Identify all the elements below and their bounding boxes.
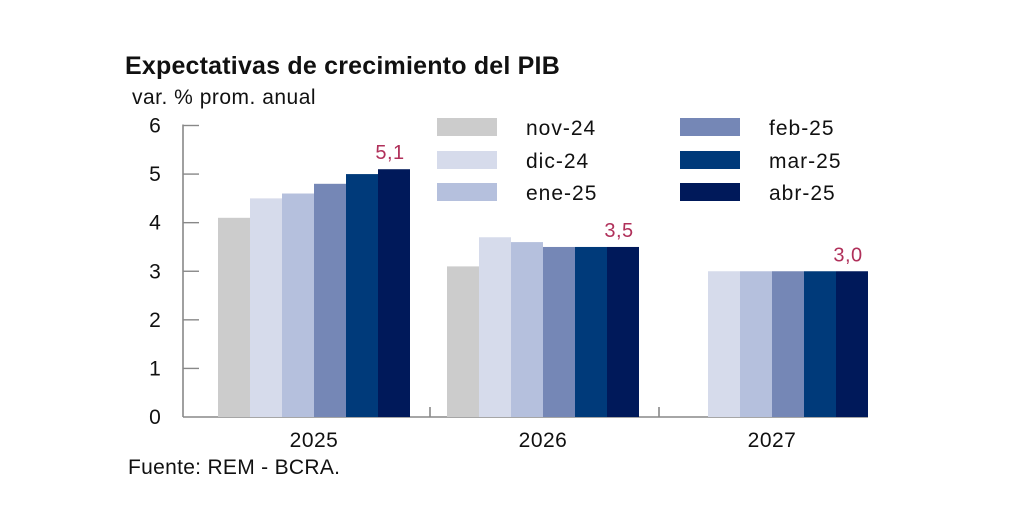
chart-title: Expectativas de crecimiento del PIB [125, 52, 560, 80]
legend-label: abr-25 [769, 182, 836, 205]
y-tick-label: 0 [149, 406, 161, 429]
x-tick-label: 2025 [290, 429, 339, 452]
bar-dic-24-2027 [708, 271, 740, 417]
bar-mar-25-2027 [804, 271, 836, 417]
legend-swatch-nov-24 [437, 118, 497, 136]
chart-subtitle: var. % prom. anual [132, 86, 317, 109]
bar-feb-25-2025 [314, 183, 346, 417]
legend-label: nov-24 [526, 117, 596, 140]
bar-dic-24-2025 [250, 198, 282, 417]
legend-label: mar-25 [769, 150, 842, 173]
legend-swatch-feb-25 [680, 118, 740, 136]
bar-nov-24-2025 [218, 217, 250, 417]
legend-swatch-ene-25 [437, 183, 497, 201]
bar-mar-25-2026 [575, 246, 607, 417]
x-tick-label: 2026 [519, 429, 568, 452]
y-tick-label: 3 [149, 260, 161, 283]
bar-mar-25-2025 [346, 174, 378, 417]
chart-source: Fuente: REM - BCRA. [128, 456, 341, 479]
legend-label: dic-24 [526, 150, 589, 173]
legend-label: feb-25 [769, 117, 835, 140]
bar-feb-25-2026 [543, 246, 575, 417]
legend-swatch-abr-25 [680, 183, 740, 201]
bar-abr-25-2027 [836, 271, 868, 417]
x-tick-label: 2027 [748, 429, 797, 452]
data-label: 5,1 [375, 142, 404, 164]
y-tick-label: 6 [149, 115, 161, 138]
bar-abr-25-2025 [378, 169, 410, 417]
bar-ene-25-2026 [511, 242, 543, 417]
data-label: 3,0 [833, 244, 862, 266]
y-tick-label: 5 [149, 163, 161, 186]
legend-swatch-dic-24 [437, 151, 497, 169]
data-label: 3,5 [604, 220, 633, 242]
bar-ene-25-2025 [282, 193, 314, 417]
bar-abr-25-2026 [607, 246, 639, 417]
bar-ene-25-2027 [740, 271, 772, 417]
legend-label: ene-25 [526, 182, 597, 205]
bar-feb-25-2027 [772, 271, 804, 417]
y-tick-label: 2 [149, 309, 161, 332]
bar-nov-24-2026 [447, 266, 479, 417]
y-tick-label: 1 [149, 357, 161, 380]
bar-dic-24-2026 [479, 237, 511, 417]
legend-swatch-mar-25 [680, 151, 740, 169]
y-tick-label: 4 [149, 212, 161, 235]
